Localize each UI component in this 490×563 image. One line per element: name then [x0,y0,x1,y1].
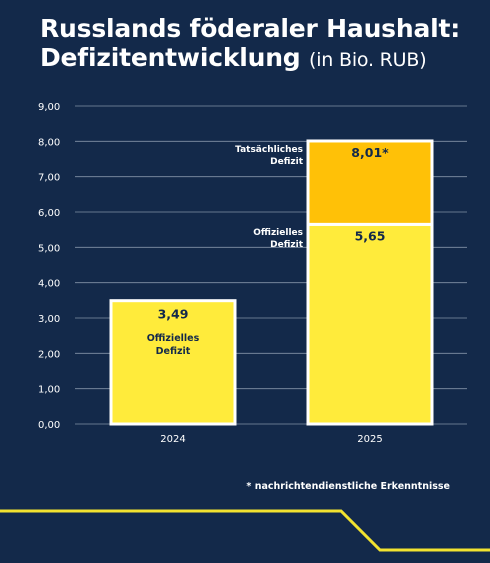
y-tick-label: 5,00 [38,243,60,254]
side-label-official-2025: Defizit [270,240,304,250]
y-tick-label: 3,00 [38,314,60,325]
y-tick-label: 2,00 [38,349,60,360]
bar-official-2024 [109,299,237,426]
y-tick-label: 9,00 [38,102,60,113]
data-label-2024: 3,49 [158,307,189,322]
data-label-2025-total: 8,01* [351,145,389,160]
bar-label-official-2024: Offizielles [147,333,200,344]
y-tick-label: 0,00 [38,420,60,431]
x-tick-label: 2025 [357,434,382,445]
side-label-actual-2025: Defizit [270,157,304,167]
title-line-2: Defizitentwicklung (in Bio. RUB) [40,43,460,75]
side-label-official-2025: Offizielles [253,228,303,238]
title-line-1: Russlands föderaler Haushalt: [40,14,461,43]
y-tick-label: 1,00 [38,385,60,396]
y-tick-label: 6,00 [38,208,60,219]
bar-actual-extra-2025 [306,139,434,226]
y-tick-label: 8,00 [38,137,60,148]
bar-official-2025 [306,222,434,426]
title-main: Defizitentwicklung [40,43,301,72]
y-tick-label: 4,00 [38,279,60,290]
bar-label-official-2024: Defizit [156,346,191,357]
chart-title: Russlands föderaler Haushalt: Defizitent… [40,14,460,75]
y-tick-label: 7,00 [38,173,60,184]
title-unit-note: (in Bio. RUB) [309,49,427,71]
data-label-2025-official: 5,65 [355,228,386,243]
x-tick-label: 2024 [160,434,185,445]
accent-line [0,509,490,552]
side-label-actual-2025: Tatsächliches [235,145,303,155]
footnote: * nachrichtendienstliche Erkenntnisse [246,481,450,492]
